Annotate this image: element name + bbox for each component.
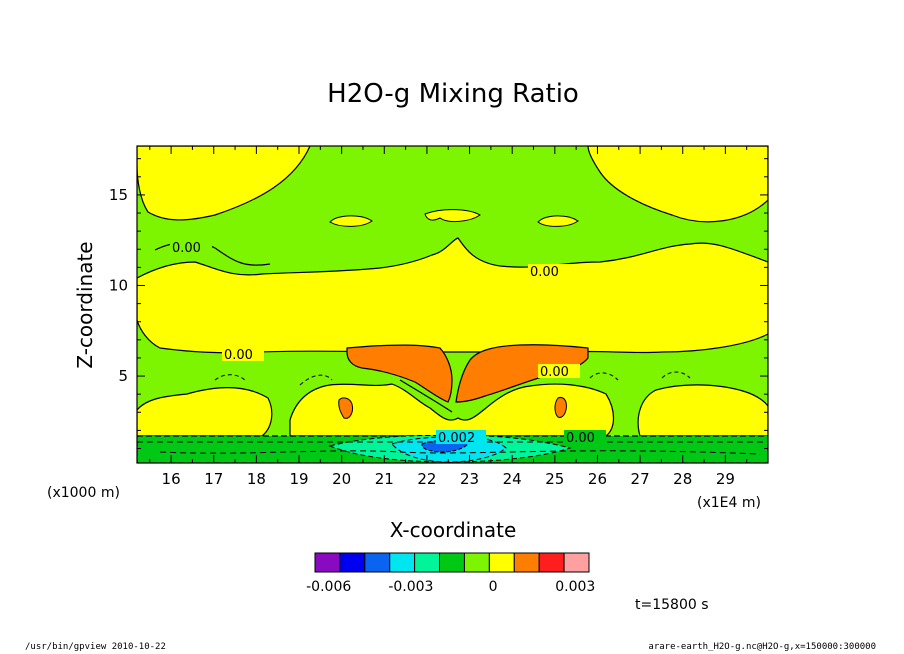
footer-right: arare-earth_H2O-g.nc@H2O-g,x=150000:3000… <box>648 642 876 652</box>
orange-patch-left <box>338 397 353 419</box>
x-axis-label: X-coordinate <box>390 518 517 542</box>
y-axis: 5 10 15 <box>109 158 768 450</box>
x-tick-label: 23 <box>460 470 479 488</box>
x-unit-right: (x1E4 m) <box>697 495 761 511</box>
zero-contour-mid <box>399 379 453 413</box>
yellow-blob-upper-right <box>537 215 579 227</box>
y-axis-label: Z-coordinate <box>73 241 97 368</box>
x-tick-label: 21 <box>375 470 394 488</box>
contour-labels: 0.00 0.00 0.00 0.00 0.00 0.002 <box>170 240 606 446</box>
contour-field <box>137 146 768 463</box>
dashed-contour-4 <box>299 374 333 386</box>
contour-label: 0.00 <box>540 365 569 380</box>
x-tick-label: 29 <box>716 470 735 488</box>
colorbar-swatch <box>314 552 341 573</box>
yellow-region-top-left <box>137 146 311 221</box>
contour-label: 0.00 <box>172 241 201 256</box>
plot-frame <box>136 145 769 464</box>
colorbar-swatch <box>463 552 490 573</box>
y-tick-label: 15 <box>109 186 128 204</box>
colorbar-swatch <box>488 552 515 573</box>
orange-lobe-left <box>346 344 453 403</box>
colorbar-swatch <box>339 552 366 573</box>
colorbar-swatch <box>364 552 391 573</box>
footer-left: /usr/bin/gpview 2010-10-22 <box>25 642 166 652</box>
x-tick-label: 19 <box>289 470 308 488</box>
yellow-band-middle <box>137 237 768 354</box>
x-tick-label: 26 <box>588 470 607 488</box>
x-unit-left: (x1000 m) <box>47 485 120 501</box>
y-tick-label: 5 <box>118 367 128 385</box>
colorbar-tick-label: 0.003 <box>555 579 595 595</box>
yellow-band-lower-left <box>137 387 273 437</box>
x-tick-label: 24 <box>503 470 522 488</box>
y-tick-label: 10 <box>109 276 128 294</box>
colorbar-tick-label: -0.003 <box>388 579 433 595</box>
x-tick-label: 25 <box>545 470 564 488</box>
orange-lobe-right <box>455 344 589 403</box>
yellow-blob-upper-left <box>329 215 373 227</box>
x-tick-label: 22 <box>417 470 436 488</box>
orange-patch-right <box>554 397 567 418</box>
colorbar-tick-label: -0.006 <box>306 579 351 595</box>
x-axis: 16 17 18 19 20 21 22 23 24 25 26 27 28 29 <box>149 146 748 488</box>
x-tick-label: 18 <box>247 470 266 488</box>
x-tick-label: 17 <box>204 470 223 488</box>
colorbar-tick-label: 0 <box>489 579 498 595</box>
dashed-contour-6 <box>661 371 691 379</box>
contour-label: 0.00 <box>566 431 595 446</box>
yellow-band-lower-right <box>637 384 768 437</box>
colorbar-swatch <box>389 552 416 573</box>
contour-label: 0.00 <box>224 348 253 363</box>
x-tick-label: 28 <box>673 470 692 488</box>
colorbar-swatch <box>439 552 465 573</box>
colorbar-swatch <box>513 552 540 573</box>
contour-label: 0.002 <box>438 431 475 446</box>
dashed-contour-2 <box>159 450 761 455</box>
colorbar: -0.006 -0.003 0 0.003 <box>306 552 595 595</box>
x-tick-label: 20 <box>332 470 351 488</box>
x-tick-label: 27 <box>631 470 650 488</box>
yellow-region-top-right <box>587 146 768 223</box>
x-tick-label: 16 <box>162 470 181 488</box>
time-annotation: t=15800 s <box>635 597 709 613</box>
yellow-band-lower-center <box>289 383 615 437</box>
colorbar-swatch <box>414 552 441 573</box>
colorbar-swatch <box>538 552 565 573</box>
contour-label: 0.00 <box>530 265 559 280</box>
dashed-contour-5 <box>589 372 619 381</box>
yellow-blob-upper-center <box>424 209 481 223</box>
chart-title: H2O-g Mixing Ratio <box>327 79 579 109</box>
colorbar-swatch <box>563 552 590 573</box>
dashed-contour-3 <box>214 374 246 381</box>
